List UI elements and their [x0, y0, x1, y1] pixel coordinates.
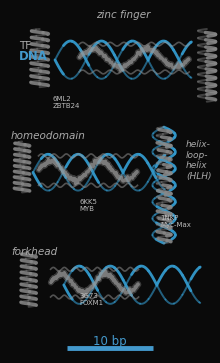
- Text: homeodomain: homeodomain: [11, 131, 86, 142]
- Text: 6KK5
MYB: 6KK5 MYB: [79, 199, 97, 212]
- Text: TF: TF: [19, 41, 31, 52]
- Text: 6ML2
ZBTB24: 6ML2 ZBTB24: [53, 96, 80, 109]
- Text: DNA: DNA: [19, 50, 48, 63]
- Text: 10 bp: 10 bp: [93, 335, 127, 348]
- Text: 1NKP
Myc-Max: 1NKP Myc-Max: [161, 215, 191, 228]
- Text: forkhead: forkhead: [11, 247, 57, 257]
- Text: 3G73
FOXM1: 3G73 FOXM1: [79, 293, 103, 306]
- Text: zinc finger: zinc finger: [96, 10, 150, 20]
- Text: helix-
loop-
helix
(HLH): helix- loop- helix (HLH): [186, 140, 211, 180]
